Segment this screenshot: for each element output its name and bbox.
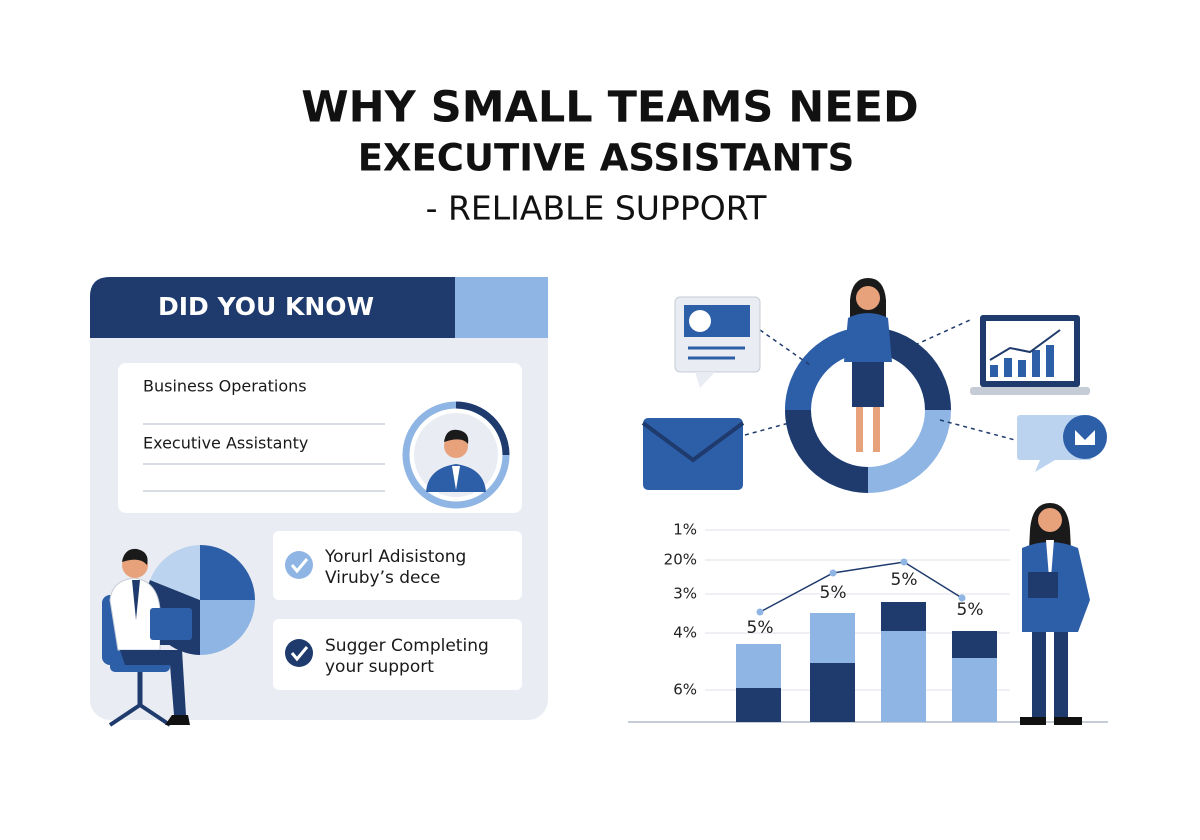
decor-chart-part <box>881 631 926 722</box>
ring-illustration-part <box>1075 430 1095 445</box>
ring-illustration-part-part <box>914 319 971 346</box>
checklist-text: your support <box>325 657 434 677</box>
decor-chart-part <box>810 663 855 722</box>
bar-label: 5% <box>820 583 847 603</box>
ring-illustration-part <box>641 421 745 463</box>
decor-chart-part <box>900 558 908 566</box>
axis-label: 3% <box>673 585 697 603</box>
man-illustration-part <box>122 548 148 565</box>
title-line: WHY SMALL TEAMS NEED <box>301 83 918 133</box>
avatar-part <box>452 466 460 490</box>
ring-illustration-part <box>852 362 884 407</box>
field-label: Business Operations <box>143 377 307 396</box>
ring-illustration-part <box>1004 358 1012 377</box>
bar-label: 5% <box>891 570 918 590</box>
man-illustration-part <box>165 715 190 725</box>
bar-label: 5% <box>747 618 774 638</box>
checklist-item-part <box>290 558 309 574</box>
card-title: DID YOU KNOW <box>158 292 374 321</box>
man-illustration-part <box>160 640 200 645</box>
man-illustration <box>102 545 255 727</box>
ring-illustration-part <box>990 365 998 377</box>
decor-chart-part <box>810 613 855 663</box>
checklist-item: Sugger Completing your support <box>273 619 522 690</box>
header: WHY SMALL TEAMS NEED EXECUTIVE ASSISTANT… <box>301 83 918 228</box>
checklist-item-part <box>285 639 313 667</box>
man-illustration-part <box>150 608 192 640</box>
avatar-part <box>455 401 510 456</box>
man-illustration-part <box>200 545 255 600</box>
checklist-item-part <box>285 551 313 579</box>
ring-illustration-part <box>856 407 863 452</box>
subtitle: - RELIABLE SUPPORT <box>426 189 768 228</box>
woman-illustration-part <box>1020 717 1082 725</box>
ring-illustration-part <box>873 407 880 452</box>
axis-label: 20% <box>664 551 697 569</box>
decor-chart-part <box>881 602 926 631</box>
ring-illustration-part <box>643 418 743 490</box>
man-illustration-part <box>132 580 140 620</box>
ring-illustration-part <box>989 329 1061 361</box>
ring-illustration-part <box>1018 360 1026 377</box>
man-illustration-part <box>150 545 200 600</box>
ring-illustration-part <box>844 313 892 362</box>
checklist-item-part <box>290 646 309 662</box>
woman-illustration-part <box>1038 508 1062 532</box>
title-line: EXECUTIVE ASSISTANTS <box>358 137 855 180</box>
avatar-part <box>444 429 469 444</box>
avatar <box>402 401 510 509</box>
woman-illustration-part <box>1032 632 1046 717</box>
woman-illustration-part <box>1028 572 1058 598</box>
field-label: Executive Assistanty <box>143 434 308 453</box>
decor-chart-part <box>756 608 764 616</box>
card-part <box>90 277 455 338</box>
man-illustration-part <box>108 702 172 727</box>
checklist-item: Yorurl Adisistong Viruby’s dece <box>273 531 522 600</box>
ring-illustration-part <box>856 286 880 310</box>
bar-label: 5% <box>957 600 984 620</box>
woman-illustration-part <box>1054 632 1068 717</box>
checklist-item-part <box>273 619 522 690</box>
checklist-text: Yorurl Adisistong <box>324 547 466 567</box>
ring-illustration-part <box>689 310 711 332</box>
ring-illustration-part <box>1032 350 1040 377</box>
ring-illustration <box>641 278 1107 493</box>
axis-label: 1% <box>673 521 697 539</box>
decor-chart-part <box>952 631 997 658</box>
ring-illustration-part <box>744 319 1016 441</box>
ring-illustration-part <box>785 409 869 493</box>
checklist-item-part <box>273 531 522 600</box>
checklist-text: Viruby’s dece <box>325 568 440 588</box>
decor-chart-part <box>736 688 781 722</box>
man-illustration-part <box>200 600 255 655</box>
ring-illustration-part <box>1035 460 1055 472</box>
checklist-text: Sugger Completing <box>325 636 489 656</box>
ring-illustration-part <box>970 387 1090 395</box>
woman-illustration-part <box>1046 540 1054 590</box>
decor-chart-part <box>759 561 963 613</box>
axis-label: 4% <box>673 624 697 642</box>
axis-label: 6% <box>673 681 697 699</box>
woman-illustration <box>1020 503 1090 725</box>
ring-illustration-part <box>1046 345 1054 377</box>
decor-chart-part <box>958 594 966 602</box>
ring-illustration-part-part <box>939 419 1016 441</box>
decor-chart-part <box>829 569 837 577</box>
decor-chart: 1% 20% 3% 4% 6% 5% 5% 5% 5% <box>628 521 1108 723</box>
decor-chart-part <box>736 644 781 688</box>
man-illustration-part <box>120 650 186 715</box>
ring-illustration-part-part <box>759 329 811 366</box>
ring-illustration-part-part <box>744 419 801 436</box>
ring-illustration-part <box>1063 415 1107 459</box>
decor-chart-part <box>952 658 997 722</box>
ring-illustration-part <box>695 372 715 388</box>
